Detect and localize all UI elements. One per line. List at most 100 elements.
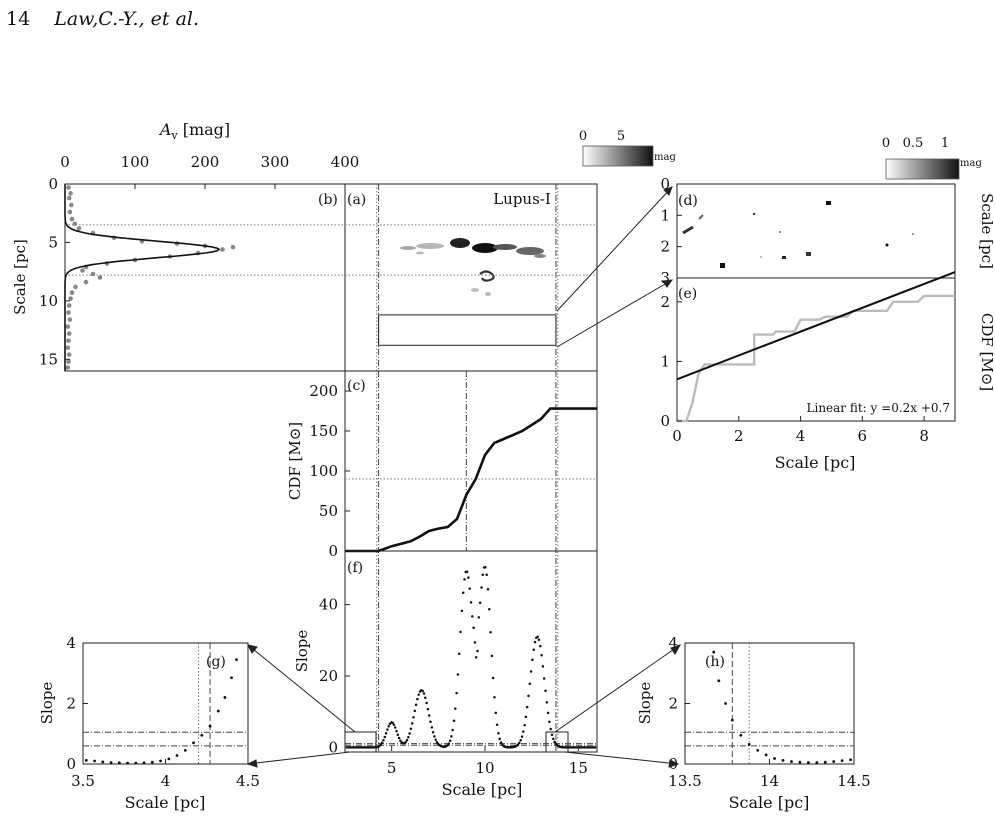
panel-b-label: (b): [318, 192, 338, 208]
data-point: [790, 760, 793, 763]
map-blob: [779, 231, 781, 233]
data-point: [533, 640, 537, 644]
data-point: [493, 696, 496, 699]
tick-label: 100: [121, 153, 150, 171]
data-point: [523, 723, 526, 727]
panel-g-xlabel: Scale [pc]: [125, 793, 206, 812]
data-point: [461, 591, 465, 595]
data-point: [66, 310, 71, 315]
arrow-to-g-bottom: [247, 751, 351, 765]
map-blob: [698, 214, 704, 220]
data-point: [494, 711, 498, 715]
arrow-to-e: [556, 279, 673, 348]
panel-g-label: (g): [206, 654, 226, 670]
tick-label: 2: [660, 293, 670, 311]
data-point: [550, 733, 554, 736]
data-point: [230, 676, 233, 680]
panel-h-label: (h): [705, 654, 725, 670]
data-point: [200, 733, 204, 737]
panel-e-label: (e): [678, 286, 697, 302]
tick-label: 0: [660, 412, 670, 430]
data-point: [516, 743, 520, 746]
data-point: [208, 724, 212, 728]
data-point: [425, 701, 428, 705]
data-point: [454, 707, 457, 710]
data-point: [459, 630, 462, 634]
panel-g-ylabel: Slope: [38, 682, 56, 725]
data-point: [69, 216, 75, 222]
panel-b-ylabel: Scale [pc]: [11, 239, 29, 315]
arrowhead: [670, 644, 682, 655]
data-point: [497, 731, 500, 735]
data-point: [427, 714, 431, 717]
data-point: [471, 615, 474, 618]
data-point: [386, 728, 389, 731]
data-point: [392, 723, 396, 726]
data-point: [536, 635, 539, 639]
panel-e: 0 2 4 6 8 0 1 2 (e) Linear fit: y =0.2x +0.7 S…: [660, 271, 995, 472]
data-point: [712, 650, 716, 654]
data-point: [142, 761, 146, 765]
panel-a: Lupus-I (a): [344, 183, 598, 751]
data-point: [474, 656, 478, 659]
panel-c-ylabel: CDF [M⊙]: [286, 422, 304, 500]
data-point: [469, 601, 473, 604]
data-point: [472, 626, 475, 630]
tick-label: 150: [309, 422, 338, 440]
data-point: [481, 573, 485, 577]
tick-label: 200: [309, 382, 338, 400]
colorbar-left-tick: 5: [617, 129, 625, 144]
data-point: [485, 573, 488, 577]
data-point: [426, 707, 430, 711]
data-point: [806, 761, 810, 764]
data-point: [404, 740, 407, 744]
arrow-to-d: [556, 186, 673, 312]
data-point: [593, 746, 597, 749]
data-point: [126, 761, 129, 765]
data-point: [463, 578, 466, 581]
data-point: [476, 649, 479, 653]
data-point: [97, 275, 103, 280]
data-point: [159, 759, 162, 763]
cloud-blob: [416, 243, 444, 249]
tick-label: 300: [261, 153, 290, 171]
data-point: [541, 665, 545, 668]
data-point: [450, 735, 453, 738]
data-point: [421, 689, 424, 693]
data-point: [764, 753, 768, 757]
map-blob: [826, 201, 831, 205]
data-point: [739, 733, 743, 737]
data-point: [380, 741, 384, 744]
map-blob: [782, 256, 786, 259]
data-point: [69, 202, 74, 208]
data-point: [529, 670, 533, 673]
data-point: [477, 616, 481, 619]
tick-label: 200: [191, 153, 220, 171]
data-point: [431, 731, 435, 734]
cloud-filament: [479, 270, 495, 282]
data-point: [216, 709, 220, 713]
data-point: [773, 757, 776, 760]
panel-f: 5 10 15 0 20 40 Scale [pc] Slope (f): [293, 550, 598, 799]
data-point: [455, 691, 458, 695]
data-point: [66, 338, 71, 343]
data-point: [456, 673, 460, 676]
data-point: [68, 191, 73, 196]
map-blob: [806, 252, 811, 256]
data-point: [480, 586, 483, 589]
data-point: [84, 758, 88, 762]
colorbar-left-unit: mag: [654, 152, 676, 163]
connector-arrows: [246, 186, 682, 768]
data-point: [518, 741, 521, 745]
panel-e-ylabel: CDF [M⊙]: [978, 313, 995, 391]
data-point: [395, 729, 398, 733]
data-point: [553, 740, 556, 744]
data-point: [409, 727, 413, 731]
data-point: [539, 644, 542, 648]
data-point: [387, 724, 390, 728]
data-point: [167, 757, 171, 761]
data-point: [430, 726, 434, 729]
tick-label: 4: [161, 772, 171, 790]
